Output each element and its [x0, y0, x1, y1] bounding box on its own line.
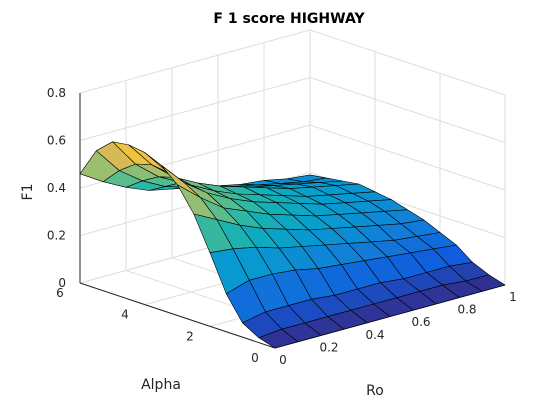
- z-tick-label: 0.6: [47, 134, 66, 148]
- surface-patch: [258, 328, 299, 349]
- y-tick-label: 2: [186, 329, 194, 343]
- grid-line: [309, 77, 506, 143]
- x-tick-label: 0.8: [457, 303, 476, 317]
- surface: [79, 141, 506, 349]
- z-tick-label: 0.2: [47, 229, 66, 243]
- x-tick-label: 0: [279, 353, 287, 367]
- grid-line: [309, 29, 506, 96]
- tick-labels: 0 0.2 0.4 0.6 0.8 0 0.2 0.4 0.6 0.8 1 0 2 4 6: [47, 86, 517, 367]
- x-tick-label: 1: [509, 290, 517, 304]
- grid-line: [79, 29, 311, 94]
- z-tick-label: 0: [58, 276, 66, 290]
- y-tick-label: 6: [56, 286, 64, 300]
- z-axis-label: F1: [20, 184, 36, 201]
- x-tick-label: 0.4: [365, 328, 384, 342]
- chart-title: F 1 score HIGHWAY: [213, 11, 365, 27]
- grid-line: [309, 124, 506, 191]
- z-tick-label: 0.4: [47, 181, 66, 195]
- x-axis-label: Ro: [366, 383, 384, 399]
- y-axis-line: [79, 282, 276, 349]
- x-tick-label: 0.2: [319, 340, 338, 354]
- grid-line: [79, 77, 311, 141]
- y-tick-label: 4: [121, 308, 129, 322]
- y-tick-label: 0: [251, 351, 259, 365]
- y-axis-label: Alpha: [141, 377, 181, 393]
- x-tick-label: 0.6: [411, 315, 430, 329]
- z-tick-label: 0.8: [47, 86, 66, 100]
